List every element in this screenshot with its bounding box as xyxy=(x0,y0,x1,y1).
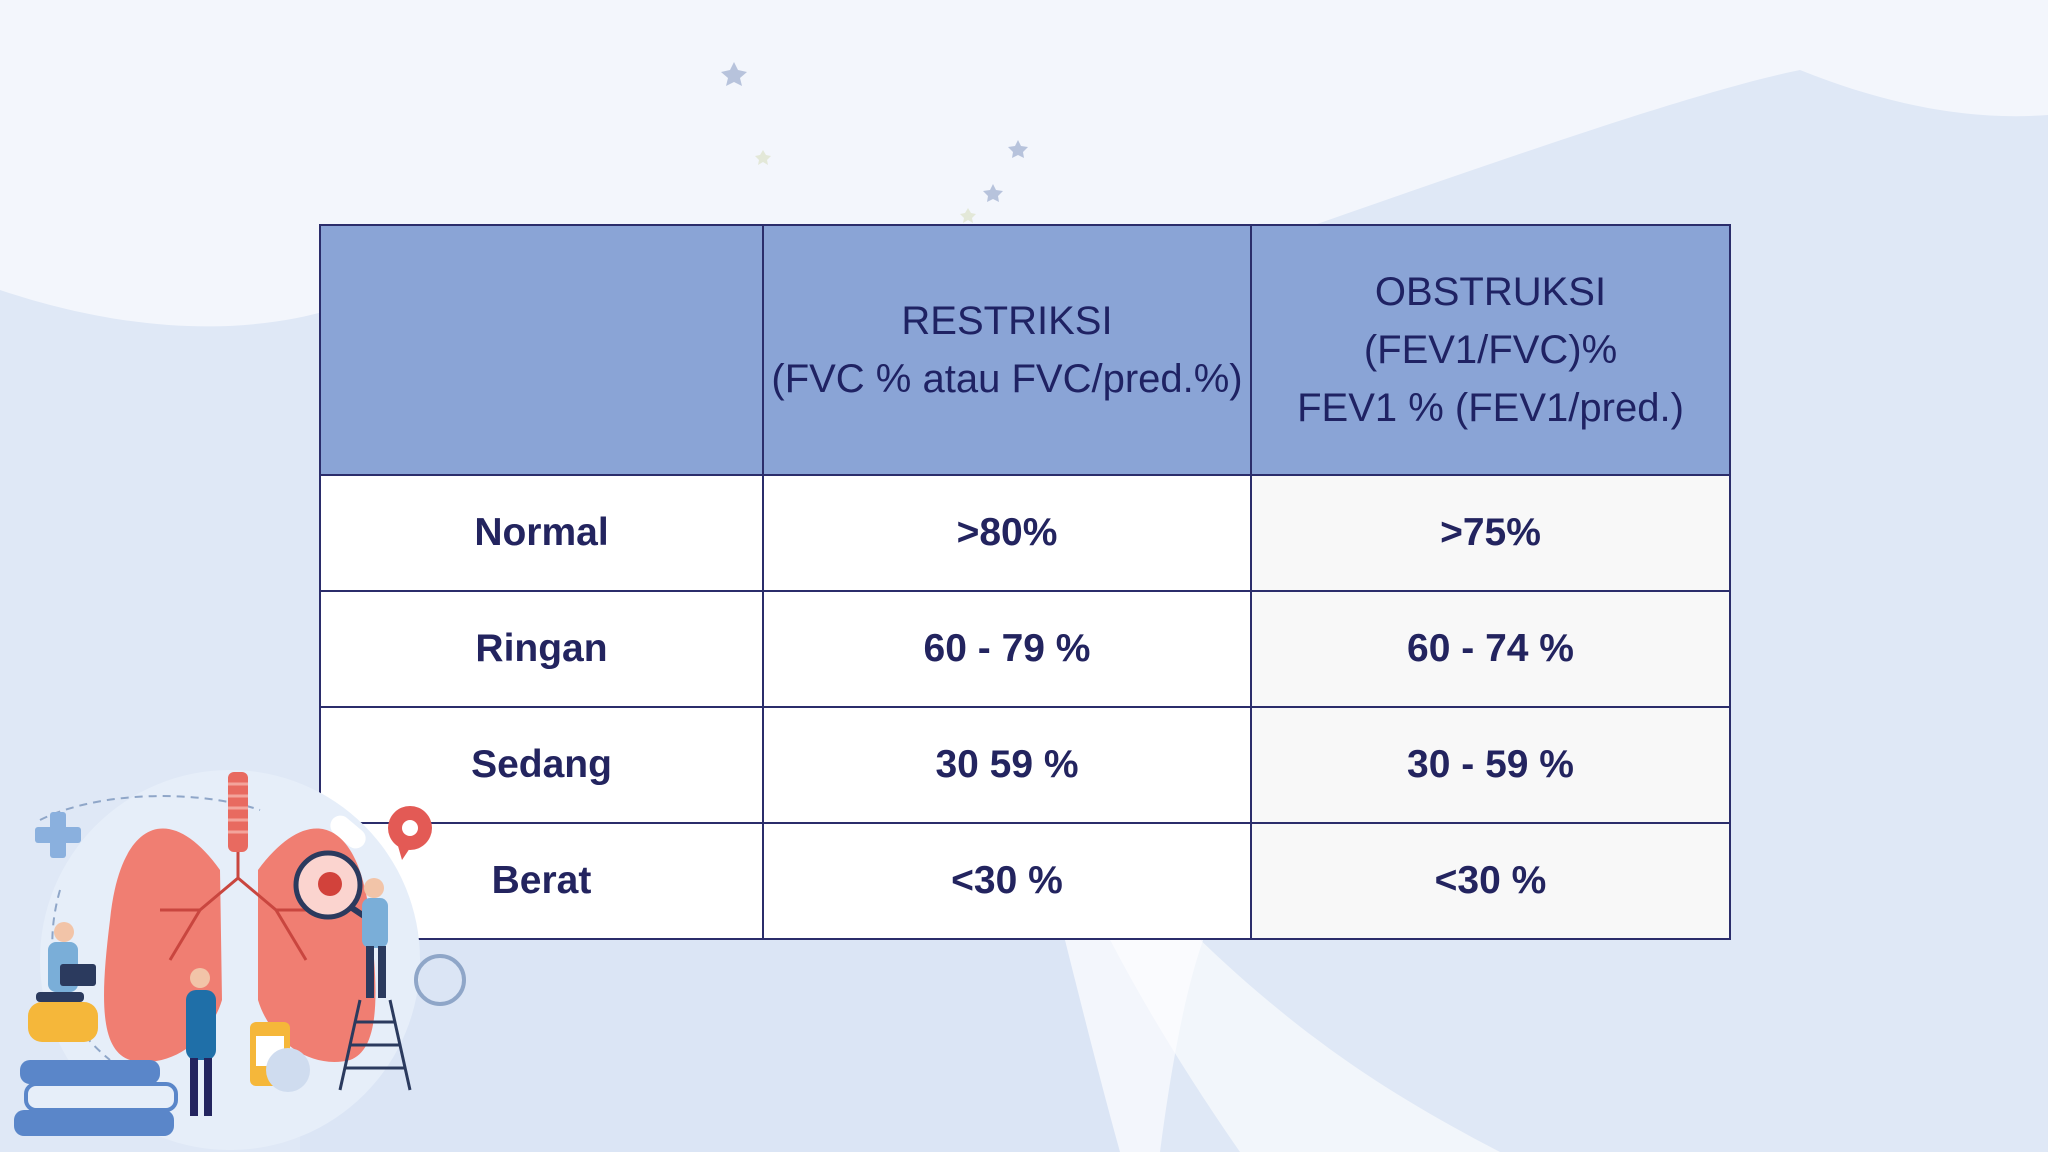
header-restriksi: RESTRIKSI (FVC % atau FVC/pred.%) xyxy=(762,224,1252,476)
virus-bubble-icon xyxy=(388,806,432,860)
plus-icon xyxy=(35,812,81,858)
header-obstruksi-line-1: OBSTRUKSI xyxy=(1374,270,1607,314)
obstruksi-value: 30 - 59 % xyxy=(1250,706,1731,824)
restriksi-value: >80% xyxy=(762,474,1252,592)
restriksi-value: <30 % xyxy=(762,822,1252,940)
obstruksi-value: >75% xyxy=(1250,474,1731,592)
row-label: Normal xyxy=(319,474,764,592)
table-row: Normal >80% >75% xyxy=(319,474,1731,592)
header-obstruksi: OBSTRUKSI (FEV1/FVC)% FEV1 % (FEV1/pred.… xyxy=(1250,224,1731,476)
star-icon xyxy=(721,62,1028,202)
header-empty-cell xyxy=(319,224,764,476)
obstruksi-value: 60 - 74 % xyxy=(1250,590,1731,708)
header-obstruksi-line-2: (FEV1/FVC)% xyxy=(1363,328,1618,372)
header-restriksi-line-1: RESTRIKSI xyxy=(901,299,1113,343)
row-label: Ringan xyxy=(319,590,764,708)
spirometry-classification-table: RESTRIKSI (FVC % atau FVC/pred.%) OBSTRU… xyxy=(319,224,1731,940)
table-row: Sedang 30 59 % 30 - 59 % xyxy=(319,706,1731,824)
restriksi-value: 60 - 79 % xyxy=(762,590,1252,708)
table-row: Berat <30 % <30 % xyxy=(319,822,1731,940)
table-header-row: RESTRIKSI (FVC % atau FVC/pred.%) OBSTRU… xyxy=(319,224,1731,476)
restriksi-value: 30 59 % xyxy=(762,706,1252,824)
row-label: Sedang xyxy=(319,706,764,824)
lungs-medical-team-illustration-icon xyxy=(14,770,466,1150)
header-restriksi-line-2: (FVC % atau FVC/pred.%) xyxy=(771,357,1243,401)
header-obstruksi-line-3: FEV1 % (FEV1/pred.) xyxy=(1297,386,1684,430)
obstruksi-value: <30 % xyxy=(1250,822,1731,940)
table-row: Ringan 60 - 79 % 60 - 74 % xyxy=(319,590,1731,708)
